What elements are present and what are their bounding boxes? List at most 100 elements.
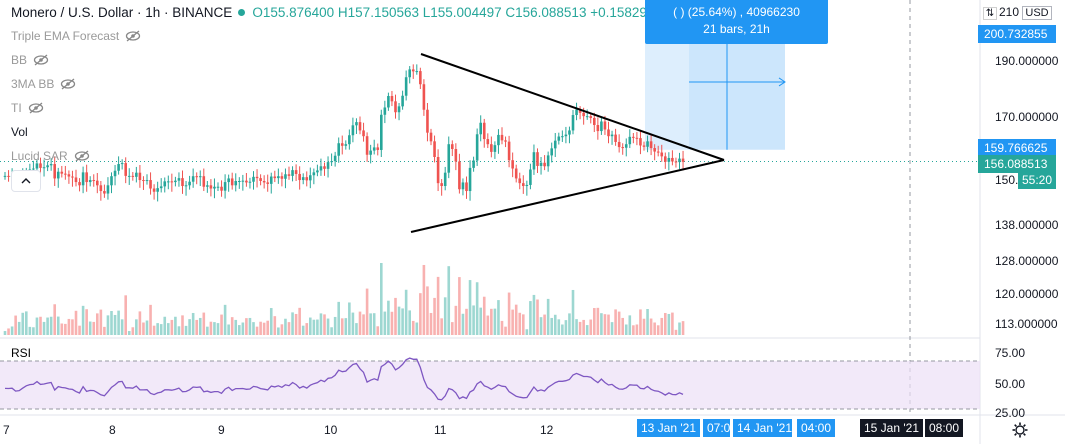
- volume-bar: [142, 322, 145, 335]
- measure-tooltip: ( ) (25.64%) , 40966230 21 bars, 21h: [645, 0, 828, 44]
- indicator-vol[interactable]: Vol: [11, 125, 28, 139]
- eye-hidden-icon[interactable]: [125, 30, 141, 42]
- price-tick: 128.000000: [995, 254, 1059, 268]
- candle-body: [440, 183, 443, 187]
- indicator-3ma-bb[interactable]: 3MA BB: [11, 77, 76, 91]
- indicator-triple-ema[interactable]: Triple EMA Forecast: [11, 29, 141, 43]
- ohlc-close: C156.088513: [505, 5, 587, 20]
- rsi-band: [0, 361, 980, 409]
- candle-body: [632, 136, 635, 138]
- volume-bar: [525, 329, 529, 335]
- candle-body: [649, 141, 653, 149]
- volume-bar: [191, 312, 195, 335]
- indicator-label: TI: [11, 101, 22, 115]
- volume-bar: [138, 311, 142, 335]
- candle-body: [465, 182, 468, 192]
- volume-bar: [291, 312, 294, 335]
- volume-bar: [500, 320, 504, 335]
- candle-body: [106, 185, 110, 194]
- volume-bar: [96, 313, 99, 335]
- indicator-label: Vol: [11, 125, 28, 139]
- candle-body: [514, 168, 518, 179]
- candle-body: [103, 191, 106, 194]
- candle-body: [511, 160, 514, 169]
- volume-bar: [553, 314, 557, 335]
- candle-body: [408, 69, 411, 78]
- candle-body: [99, 185, 103, 192]
- candle-body: [369, 150, 372, 155]
- volume-bar: [319, 313, 323, 335]
- candle-body: [184, 185, 188, 187]
- volume-bar: [14, 315, 17, 335]
- candle-body: [294, 170, 298, 174]
- volume-bar: [468, 280, 472, 335]
- candle-body: [348, 135, 351, 145]
- candle-body: [67, 174, 71, 177]
- collapse-legend-button[interactable]: [11, 170, 41, 192]
- candle-body: [582, 112, 585, 117]
- volume-bar: [639, 309, 642, 335]
- candle-body: [7, 175, 10, 177]
- candle-body: [426, 109, 429, 133]
- volume-bar: [390, 311, 394, 335]
- candle-body: [507, 141, 511, 161]
- candle-body: [131, 175, 135, 177]
- time-badge-start-time: 07:0: [703, 419, 731, 437]
- volume-bar: [394, 297, 397, 335]
- ohlc-high: H157.150563: [337, 5, 419, 20]
- volume-bar: [245, 318, 248, 335]
- volume-bar: [309, 317, 312, 335]
- candle-body: [209, 185, 213, 189]
- eye-hidden-icon[interactable]: [33, 54, 49, 66]
- volume-bar: [443, 297, 447, 335]
- candle-body: [415, 71, 419, 73]
- candle-body: [372, 147, 376, 151]
- candle-body: [497, 134, 500, 146]
- candle-body: [330, 161, 333, 163]
- ohlc-low: L155.004497: [422, 5, 502, 20]
- volume-bar: [522, 314, 525, 335]
- volume-bar: [262, 322, 266, 335]
- indicator-ti[interactable]: TI: [11, 101, 44, 115]
- volume-bar: [454, 305, 458, 335]
- eye-hidden-icon[interactable]: [74, 150, 90, 162]
- volume-bar: [71, 319, 74, 335]
- candle-body: [571, 115, 575, 131]
- candle-body: [365, 136, 369, 155]
- candle-body: [522, 183, 525, 187]
- volume-bar: [78, 325, 81, 335]
- volume-bar: [656, 325, 660, 335]
- eye-hidden-icon[interactable]: [60, 78, 76, 90]
- volume-bar: [550, 317, 553, 335]
- candle-body: [401, 95, 404, 107]
- volume-bar: [174, 316, 177, 335]
- volume-bar: [149, 304, 152, 335]
- candle-body: [298, 173, 301, 181]
- gear-icon[interactable]: [1011, 421, 1029, 439]
- candle-body: [262, 181, 266, 183]
- volume-bar: [188, 319, 191, 335]
- candle-body: [564, 134, 568, 137]
- volume-bar: [451, 322, 454, 335]
- volume-bar: [624, 324, 628, 335]
- currency-label[interactable]: USD: [1022, 6, 1052, 20]
- candle-body: [78, 182, 81, 186]
- candle-body: [238, 181, 241, 182]
- volume-bar: [39, 316, 42, 335]
- rsi-tick: 25.00: [995, 406, 1026, 420]
- candle-body: [404, 77, 408, 96]
- eye-hidden-icon[interactable]: [28, 102, 44, 114]
- volume-bar: [543, 314, 546, 335]
- candle-body: [60, 171, 64, 174]
- volume-bar: [472, 305, 475, 335]
- candle-body: [177, 178, 181, 181]
- indicator-lucid-sar[interactable]: Lucid SAR: [11, 149, 90, 163]
- candle-body: [167, 181, 170, 183]
- target-price-badge: 200.732855: [978, 25, 1056, 43]
- scale-settings-icon[interactable]: ⇅: [983, 7, 997, 20]
- candle-body: [504, 140, 507, 142]
- indicator-bb[interactable]: BB: [11, 53, 49, 67]
- volume-bar: [646, 309, 649, 335]
- volume-bar: [106, 315, 110, 335]
